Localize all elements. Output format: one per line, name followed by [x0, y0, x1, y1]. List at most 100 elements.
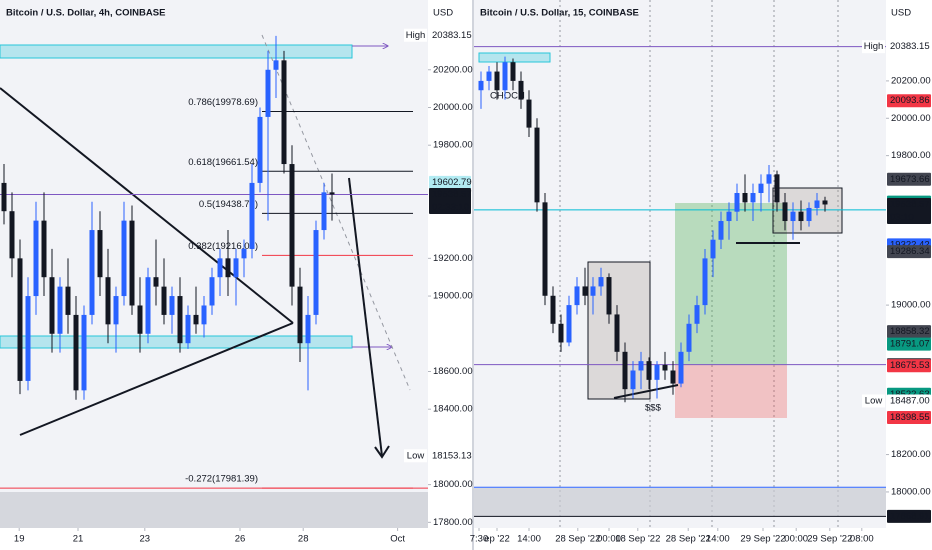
candle-body [510, 62, 516, 81]
price-tag-label: 19286.34 [890, 246, 930, 257]
y-tick-label: 18400.00 [433, 404, 473, 415]
price-tag [887, 337, 931, 351]
range-box [587, 261, 651, 400]
loss-zone [675, 365, 787, 418]
candle-body [33, 220, 39, 297]
tag-name-bg [862, 394, 885, 408]
x-tick-label: 14:00 [517, 534, 541, 545]
candle-body [542, 202, 548, 296]
candle-body [774, 174, 780, 203]
price-tag-label: 18791.07 [890, 339, 930, 350]
price-tag-label: 20093.86 [890, 95, 930, 106]
candle-body [638, 361, 644, 371]
zone [478, 52, 551, 63]
y-tick-label: 19200.00 [433, 253, 473, 264]
fib-label: 0.786(19978.69) [188, 97, 258, 108]
candle-body [73, 314, 79, 391]
tag-name-bg [862, 40, 885, 54]
triangle-line [19, 322, 294, 436]
candle-body [57, 286, 63, 334]
candle-body [265, 69, 271, 117]
price-tag-label: 19602.79 [432, 177, 472, 188]
candle-body [233, 258, 239, 278]
candle-body [281, 60, 287, 165]
candle-body [734, 193, 740, 212]
x-tick-label: 29 Sep '22 [807, 534, 852, 545]
countdown: 02:33:10 [432, 202, 469, 213]
annotation: CHOCH [490, 91, 525, 102]
candle-body [121, 220, 127, 297]
profit-zone [675, 203, 787, 365]
y-tick-label: 20000.00 [891, 113, 931, 124]
y-tick-label: 18200.00 [891, 449, 931, 460]
x-tick-label: 00:00 [597, 534, 621, 545]
fib-label: 0.618(19661.54) [188, 157, 258, 168]
x-tick-label: 28 Sep '22 [555, 534, 600, 545]
y-tick-label: 20200.00 [891, 75, 931, 86]
candle-body [17, 258, 23, 381]
trend-line [261, 34, 411, 391]
left-axis-bg [428, 0, 472, 550]
price-tag [887, 40, 931, 54]
divider [472, 0, 474, 550]
x-tick-label: 14:00 [706, 534, 730, 545]
candle-body [313, 230, 319, 315]
candle-body [65, 286, 71, 315]
fib-label: 0.5(19438.78) [199, 199, 258, 210]
candle-body [590, 286, 596, 296]
candle-body [550, 295, 556, 324]
y-tick-label: 19000.00 [433, 291, 473, 302]
candle-body [129, 220, 135, 306]
countdown: 03:10 [890, 212, 914, 223]
candle-body [169, 296, 175, 315]
candle-body [758, 183, 764, 194]
candle-body [518, 80, 524, 100]
candle-body [145, 277, 151, 334]
candle-body [582, 286, 588, 296]
candle-body [41, 220, 47, 278]
price-tag-label: 19538.57 [432, 189, 472, 200]
candle-body [798, 211, 804, 222]
y-tick-label: 17800.00 [433, 517, 473, 528]
price-tag [887, 325, 931, 339]
x-tick-label: ep '22 [484, 534, 510, 545]
candle-body [750, 193, 756, 203]
price-tag-label: 18153.13 [432, 450, 472, 461]
candle-body [161, 286, 167, 315]
candle-body [558, 323, 564, 343]
x-tick-label: 00:00 [784, 534, 808, 545]
arrow [348, 177, 383, 457]
candle-body [89, 230, 95, 315]
candle-body [249, 182, 255, 249]
x-tick-label: 26 [235, 534, 246, 545]
candle-body [614, 314, 620, 352]
zone [0, 44, 353, 59]
y-tick-label: 19800.00 [891, 150, 931, 161]
y-tick-label: 20000.00 [433, 102, 473, 113]
x-tick-label: 21 [73, 534, 84, 545]
tag-name: High [864, 41, 884, 52]
candle-body [241, 248, 247, 259]
candle-body [25, 296, 31, 381]
candle-body [654, 364, 660, 380]
candle-body [806, 207, 812, 222]
zone [0, 335, 353, 349]
currency: USD [891, 8, 911, 19]
candle-body [678, 351, 684, 384]
time-grid [559, 0, 839, 528]
left-time-axis-bg [0, 528, 472, 550]
price-tag [887, 509, 931, 523]
candle-body [81, 314, 87, 391]
arrow-head [374, 445, 390, 459]
candle-body [534, 127, 540, 203]
candle-body [566, 305, 572, 343]
candle-body [105, 277, 111, 325]
price-tag [887, 94, 931, 108]
y-tick-label: 18000.00 [891, 486, 931, 497]
annotation: $$$ [645, 403, 662, 414]
candle-body [814, 200, 820, 208]
price-tag [429, 175, 471, 189]
candle-body [630, 370, 636, 390]
